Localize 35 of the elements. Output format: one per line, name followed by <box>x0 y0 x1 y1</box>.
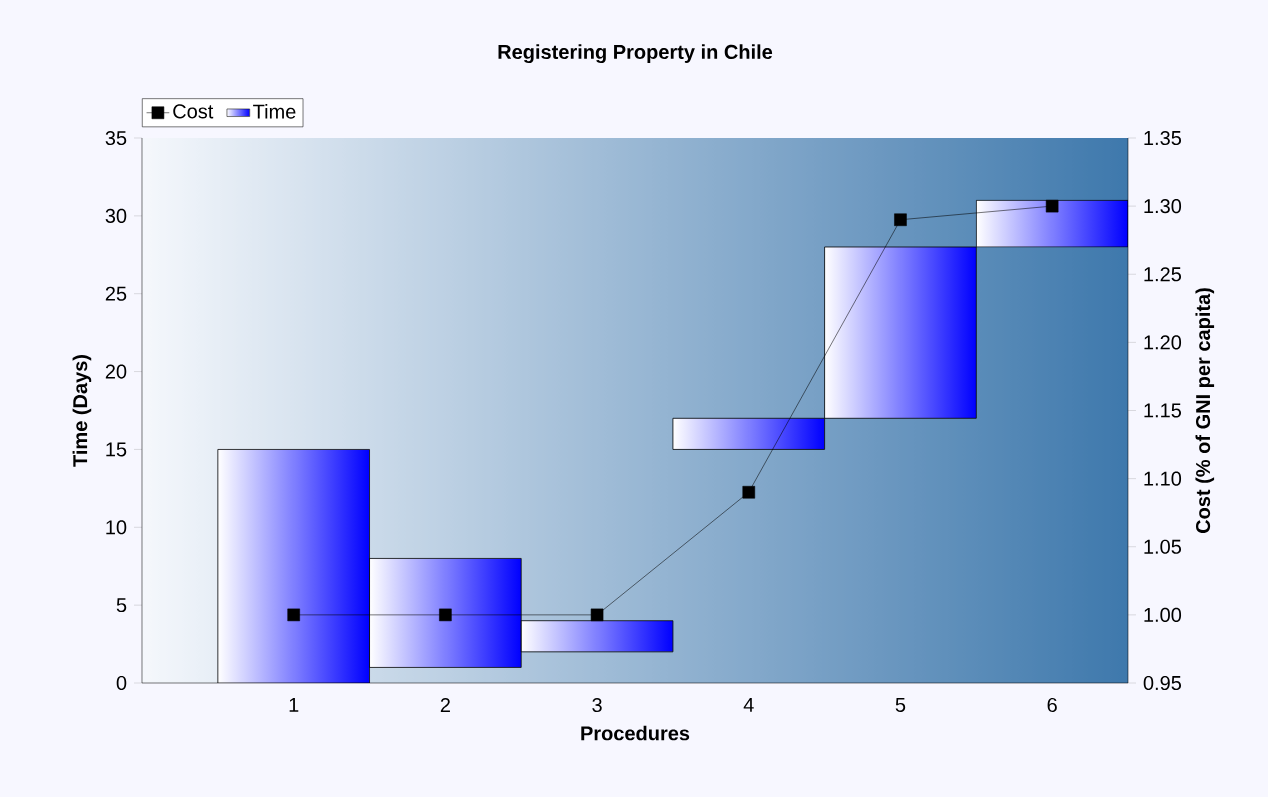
y2-tick-label: 1.20 <box>1144 335 1182 350</box>
y2-tick-label: 1.35 <box>1144 130 1182 146</box>
x-tick-label: 1 <box>289 697 299 712</box>
y-tick-label: 0 <box>116 675 127 691</box>
legend-label: Time <box>253 104 296 119</box>
y2-tick-label: 1.10 <box>1144 471 1182 486</box>
y2-tick-label: 1.25 <box>1144 267 1182 282</box>
y-tick-label: 5 <box>116 598 127 613</box>
point <box>590 608 604 622</box>
x-tick-label: 2 <box>440 697 450 712</box>
y2-tick-label: 1.05 <box>1144 539 1182 554</box>
y2-axis-title: Cost (% of GNI per capita) <box>1195 288 1215 534</box>
y2-tick-label: 0.95 <box>1143 675 1182 691</box>
y2-tick-label: 1.00 <box>1144 607 1182 622</box>
y-tick-label: 30 <box>105 208 127 223</box>
chart-title: Registering Property in Chile <box>498 44 773 64</box>
x-axis-title: Procedures <box>581 725 690 741</box>
y2-tick-label: 1.30 <box>1144 199 1182 214</box>
x-tick-label: 3 <box>592 697 602 713</box>
y2-tick-label: 1.15 <box>1144 403 1182 418</box>
x-tick-label: 5 <box>895 697 906 712</box>
y-tick-label: 10 <box>106 520 127 535</box>
legend-label: Cost <box>173 104 214 119</box>
y-tick-label: 35 <box>105 130 127 146</box>
point <box>742 485 756 499</box>
x-tick-label: 4 <box>743 697 754 712</box>
point <box>439 608 452 622</box>
point <box>894 213 907 227</box>
point <box>287 608 300 622</box>
x-tick-label: 6 <box>1047 697 1057 713</box>
y-tick-label: 25 <box>105 286 127 301</box>
y-axis-title: Time (Days) <box>72 355 92 467</box>
y-tick-label: 15 <box>106 442 127 457</box>
y-tick-label: 20 <box>105 364 127 379</box>
point <box>1045 199 1059 213</box>
